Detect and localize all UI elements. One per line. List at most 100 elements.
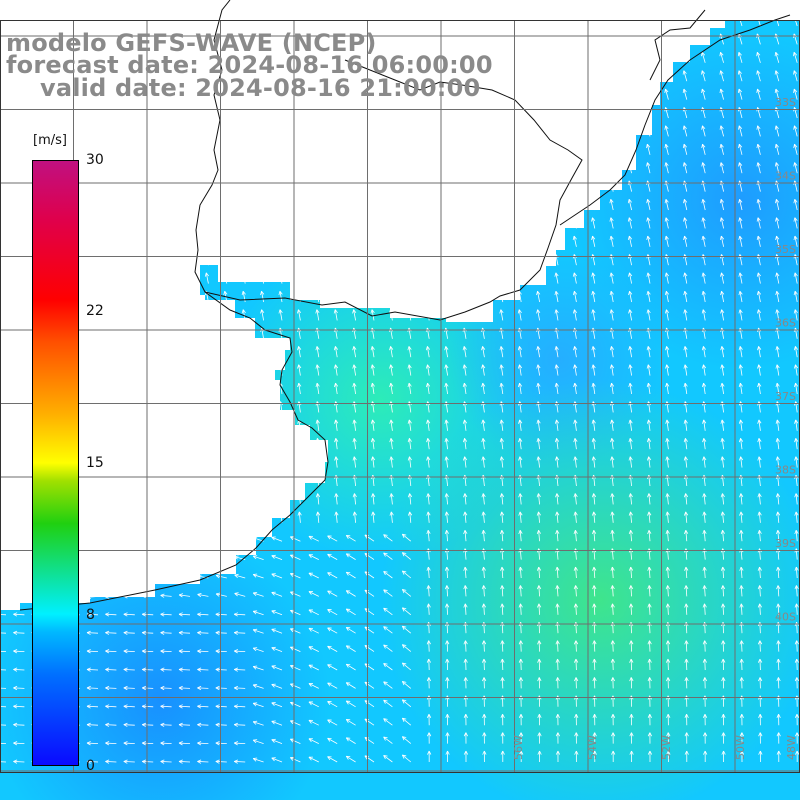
wind-arrow (536, 126, 540, 137)
wind-arrow (481, 218, 484, 229)
wind-arrow (179, 538, 190, 541)
colorbar-unit: [m/s] (33, 133, 67, 148)
wind-arrow (216, 556, 227, 559)
wind-arrow (279, 199, 282, 210)
wind-arrow (132, 346, 135, 357)
wind-arrow (371, 273, 374, 284)
wind-arrow (205, 218, 208, 229)
wind-arrow (168, 126, 172, 137)
wind-arrow (113, 126, 117, 137)
wind-arrow (646, 126, 650, 137)
wind-arrow (591, 89, 595, 100)
wind-arrow (297, 107, 301, 118)
wind-arrow (187, 199, 190, 210)
wind-arrow (499, 218, 502, 229)
wind-arrow (628, 107, 632, 118)
wind-arrow (76, 107, 80, 118)
wind-arrow (224, 310, 227, 321)
lat-label: 39S (775, 537, 796, 550)
wind-arrow (169, 365, 172, 376)
wind-arrow (481, 34, 485, 45)
wind-arrow (536, 273, 539, 284)
wind-arrow (573, 71, 577, 82)
wind-arrow (407, 218, 410, 229)
wind-arrow (444, 236, 447, 247)
wind-arrow (113, 310, 116, 321)
wind-arrow (131, 144, 135, 155)
wind-arrow (223, 163, 226, 174)
wind-arrow (142, 539, 153, 542)
wind-arrow (22, 365, 25, 376)
wind-arrow (22, 383, 25, 394)
wind-arrow (499, 107, 503, 118)
wind-arrow (224, 383, 227, 394)
wind-arrow (279, 420, 282, 431)
wind-arrow (426, 126, 430, 137)
lat-label: 37S (775, 390, 796, 403)
wind-arrow (150, 163, 153, 174)
wind-arrow (371, 291, 374, 302)
wind-arrow (426, 273, 429, 284)
wind-arrow (131, 163, 134, 174)
wind-arrow (426, 236, 429, 247)
wind-arrow (554, 126, 558, 137)
wind-arrow (188, 512, 191, 523)
wind-arrow (14, 560, 25, 564)
wind-arrow (216, 538, 227, 541)
wind-arrow (3, 420, 6, 431)
wind-arrow (297, 236, 300, 247)
wind-arrow (426, 144, 430, 155)
wind-arrow (573, 199, 576, 210)
wind-arrow (198, 557, 209, 560)
wind-arrow (261, 346, 264, 357)
wind-arrow (261, 438, 264, 449)
wind-arrow (224, 346, 227, 357)
wind-arrow (223, 107, 227, 118)
wind-arrow (21, 218, 24, 229)
wind-arrow (334, 291, 337, 302)
wind-arrow (463, 163, 466, 174)
wind-arrow (113, 291, 116, 302)
wind-arrow (279, 236, 282, 247)
wind-arrow (610, 126, 614, 137)
wind-arrow (389, 273, 392, 284)
wind-arrow (242, 218, 245, 229)
wind-arrow (297, 273, 300, 284)
wind-arrow (371, 236, 374, 247)
wind-arrow (628, 126, 632, 137)
wind-arrow (132, 457, 135, 468)
wind-arrow (187, 218, 190, 229)
wind-arrow (114, 365, 117, 376)
wind-arrow (161, 576, 172, 579)
wind-arrow (499, 126, 503, 137)
wind-arrow (132, 420, 135, 431)
wind-arrow (499, 144, 503, 155)
wind-arrow (132, 438, 135, 449)
wind-arrow (646, 34, 650, 45)
wind-arrow (463, 199, 466, 210)
lat-label: 34S (775, 170, 796, 183)
wind-arrow (554, 89, 558, 100)
wind-arrow (132, 365, 135, 376)
wind-arrow (150, 365, 153, 376)
wind-arrow (14, 541, 25, 545)
wind-arrow (4, 512, 7, 523)
wind-arrow (206, 512, 209, 523)
wind-arrow (389, 199, 392, 210)
wind-arrow (205, 107, 209, 118)
wind-arrow (518, 89, 522, 100)
wind-arrow (242, 273, 245, 284)
wind-arrow (168, 107, 172, 118)
lon-label: 56W (512, 735, 525, 760)
wind-arrow (87, 577, 98, 580)
wind-arrow (151, 438, 154, 449)
wind-arrow (260, 199, 263, 210)
wind-arrow (187, 291, 190, 302)
wind-arrow (279, 493, 282, 504)
wind-arrow (260, 218, 263, 229)
wind-arrow (21, 273, 24, 284)
wind-arrow (21, 199, 24, 210)
wind-arrow (554, 107, 558, 118)
wind-arrow (407, 126, 411, 137)
wind-arrow (444, 273, 447, 284)
